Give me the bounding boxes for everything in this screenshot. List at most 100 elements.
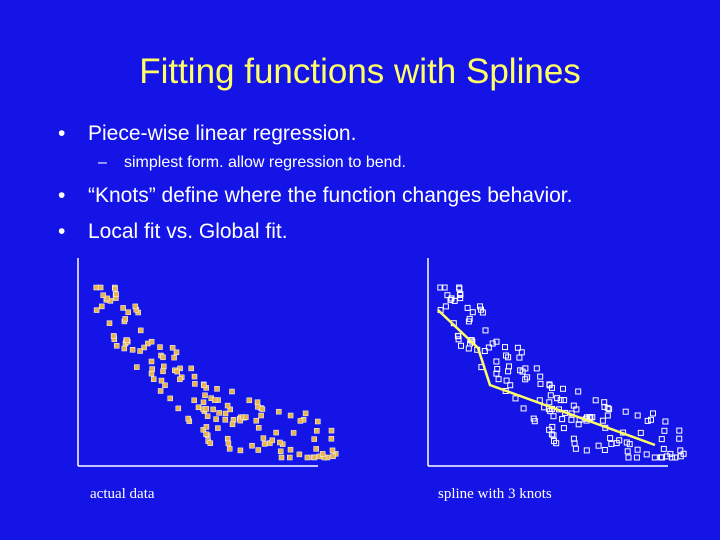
spline-plot [427,258,687,467]
data-point [224,435,231,442]
data-point [148,370,155,377]
data-point [171,354,177,361]
bullet-text: Piece-wise linear regression. [88,122,357,145]
data-point [601,447,608,453]
data-point [660,445,667,452]
data-point [651,454,658,461]
data-point [595,442,602,449]
data-point [522,376,529,383]
data-point [658,436,665,443]
data-point [177,365,183,372]
data-point [150,376,157,382]
data-point [457,291,464,298]
bullet-knots: • “Knots” define where the function chang… [58,184,572,208]
data-point [211,397,218,403]
data-point [137,348,143,354]
data-point [489,340,496,347]
data-point [93,307,100,313]
data-point [572,445,579,452]
data-point [648,416,654,423]
data-point [607,435,614,442]
data-point [222,410,229,417]
data-point [273,429,279,436]
data-point [441,284,448,291]
data-point [246,397,253,404]
data-point [469,309,476,316]
data-point [112,285,118,292]
data-point [110,333,117,339]
data-point [302,410,309,417]
data-point [213,416,219,422]
data-point [328,427,335,434]
data-point [669,454,676,461]
data-point [444,292,451,299]
bullet-marker: • [58,220,66,243]
data-point [277,448,284,455]
data-point [278,454,285,461]
data-point [106,320,113,326]
data-point [560,425,567,432]
data-point [125,309,131,315]
data-point [173,349,180,356]
data-point [129,347,136,353]
data-point [549,423,556,430]
data-point [195,404,202,411]
data-point [174,368,180,375]
data-point [203,406,210,412]
data-point [175,405,182,412]
data-point [120,305,126,311]
data-point [122,316,128,322]
data-point [644,417,651,424]
data-point [458,342,464,349]
data-point [546,382,553,389]
data-point [260,435,267,441]
data-point [161,363,167,370]
data-point [297,418,304,424]
data-point [494,366,501,372]
data-point [216,410,222,416]
data-point [319,451,326,457]
data-point [516,354,523,361]
data-point [505,368,512,375]
data-point [507,382,514,389]
data-point [277,439,283,446]
data-point [226,446,233,452]
data-point [121,345,128,352]
data-point [667,450,674,457]
data-point [506,363,512,370]
data-point [530,415,537,422]
data-point [255,447,262,453]
data-point [634,412,641,419]
data-point [650,410,656,417]
bullet-marker: • [58,184,66,207]
data-point [259,406,266,412]
data-point [137,327,144,334]
data-point [169,345,176,351]
data-point [148,338,155,345]
data-point [188,365,194,372]
data-point [454,332,461,339]
data-point [329,447,336,454]
data-point [134,364,140,370]
data-point [457,295,464,302]
data-point [167,395,173,402]
data-point [661,427,668,434]
data-point [624,448,631,455]
data-point [533,365,540,372]
bullet-text: Local fit vs. Global fit. [88,220,288,243]
actual-data-plot [77,258,339,467]
data-point [493,338,500,345]
data-point [550,413,557,420]
data-point [482,327,489,334]
data-point [328,435,335,442]
data-point [437,284,444,291]
data-point [575,388,582,395]
data-point [553,440,560,447]
data-point [157,388,164,394]
data-point [643,451,650,458]
data-point [505,354,512,361]
data-point [157,344,163,350]
data-point [442,303,449,310]
data-point [253,417,260,424]
data-point [225,440,232,447]
